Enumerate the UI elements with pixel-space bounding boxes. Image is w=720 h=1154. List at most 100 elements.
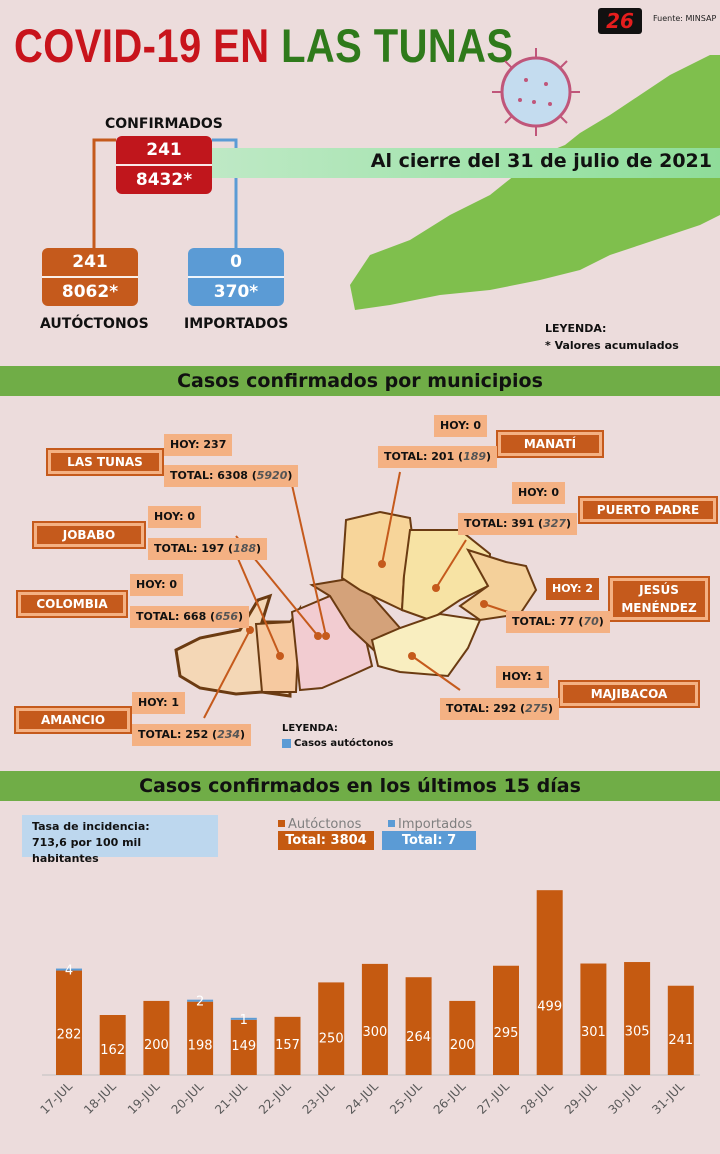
autoctonos-box: 241 8062* <box>42 248 138 306</box>
label-autoctonos-28-JUL: 499 <box>537 999 562 1014</box>
virus-icon <box>492 48 580 136</box>
tick-label-24-JUL: 24-JUL <box>343 1079 381 1117</box>
last15-section-title: Casos confirmados en los últimos 15 días <box>0 771 720 801</box>
label-autoctonos-21-JUL: 149 <box>231 1039 256 1054</box>
label-autoctonos-31-JUL: 241 <box>668 1033 693 1048</box>
importados-box: 0 370* <box>188 248 284 306</box>
municipio-hoy-jobabo: HOY: 0 <box>148 506 202 528</box>
municipio-hoy-las-tunas: HOY: 237 <box>164 434 233 456</box>
tick-label-18-JUL: 18-JUL <box>81 1079 119 1117</box>
label-autoctonos-30-JUL: 305 <box>625 1024 650 1039</box>
municipio-total-puerto-padre: TOTAL: 391 (327) <box>458 513 578 535</box>
tick-label-27-JUL: 27-JUL <box>474 1079 512 1117</box>
bar-autoctonos-22-JUL <box>274 1016 301 1075</box>
date-banner <box>204 148 720 178</box>
municipio-name-las-tunas: LAS TUNAS <box>48 450 162 474</box>
label-autoctonos-18-JUL: 162 <box>100 1043 125 1058</box>
municipio-name-jobabo: JOBABO <box>34 523 144 547</box>
total-autoctonos: Total: 3804 <box>278 831 374 850</box>
municipio-name-manati: MANATÍ <box>498 432 602 456</box>
tick-label-21-JUL: 21-JUL <box>212 1079 250 1117</box>
municipio-total-colombia: TOTAL: 668 (656) <box>130 606 250 628</box>
total-importados: Total: 7 <box>382 831 476 850</box>
confirmados-box: 241 8432* <box>116 136 212 194</box>
bar-autoctonos-28-JUL <box>536 890 563 1075</box>
municipio-total-amancio: TOTAL: 252 (234) <box>132 724 252 746</box>
bar-autoctonos-20-JUL <box>187 1001 214 1075</box>
importados-label: IMPORTADOS <box>184 316 289 332</box>
label-autoctonos-25-JUL: 264 <box>406 1030 431 1045</box>
bar-autoctonos-18-JUL <box>99 1015 126 1075</box>
municipio-hoy-manati: HOY: 0 <box>434 415 488 437</box>
legend-autoctonos: Autóctonos <box>278 813 361 832</box>
label-autoctonos-27-JUL: 295 <box>494 1026 519 1041</box>
page-title: COVID-19 EN LAS TUNAS <box>14 19 514 72</box>
autoctonos-total: 8062* <box>42 276 138 306</box>
label-autoctonos-20-JUL: 198 <box>188 1038 213 1053</box>
tick-label-26-JUL: 26-JUL <box>431 1079 469 1117</box>
label-autoctonos-24-JUL: 300 <box>362 1025 387 1040</box>
province-map <box>174 471 538 719</box>
tick-label-30-JUL: 30-JUL <box>606 1079 644 1117</box>
confirmados-label: CONFIRMADOS <box>105 116 223 132</box>
municipio-name-majibacoa: MAJIBACOA <box>560 682 698 706</box>
municipio-total-jesus-menendez: TOTAL: 77 (70) <box>506 611 610 633</box>
municipio-name-jesus-menendez: JESÚS MENÉNDEZ <box>610 578 708 620</box>
bar-autoctonos-30-JUL <box>624 962 651 1075</box>
map-legend: LEYENDA: Casos autóctonos <box>282 723 394 749</box>
legend-swatch-blue <box>282 738 291 748</box>
bar-chart: 4 282 17-JUL 162 18-JUL 200 19-JUL 2 198 20-JUL 1 1… <box>37 890 700 1117</box>
bar-importados-17-JUL <box>56 968 82 971</box>
legend-swatch-importados <box>388 820 395 827</box>
municipio-hoy-colombia: HOY: 0 <box>130 574 184 596</box>
legend-importados: Importados <box>388 813 472 832</box>
municipio-hoy-jesus-menendez: HOY: 2 <box>546 578 600 600</box>
label-autoctonos-23-JUL: 250 <box>319 1032 344 1047</box>
label-importados-17-JUL: 4 <box>65 964 73 979</box>
bar-autoctonos-27-JUL <box>493 965 519 1075</box>
label-autoctonos-22-JUL: 157 <box>275 1038 300 1053</box>
tick-label-22-JUL: 22-JUL <box>256 1079 294 1117</box>
label-autoctonos-19-JUL: 200 <box>144 1038 169 1053</box>
bar-autoctonos-24-JUL <box>361 963 388 1075</box>
summary-legend: LEYENDA: * Valores acumulados <box>545 322 679 352</box>
tick-label-23-JUL: 23-JUL <box>300 1079 338 1117</box>
label-autoctonos-29-JUL: 301 <box>581 1025 606 1040</box>
legend-swatch-autoctonos <box>278 820 285 827</box>
municipio-total-jobabo: TOTAL: 197 (188) <box>148 538 268 560</box>
municipios-section-title: Casos confirmados por municipios <box>0 366 720 396</box>
municipio-hoy-amancio: HOY: 1 <box>132 692 186 714</box>
autoctonos-today: 241 <box>72 252 108 272</box>
bar-autoctonos-17-JUL <box>56 970 82 1075</box>
municipio-hoy-majibacoa: HOY: 1 <box>496 666 550 688</box>
bar-autoctonos-25-JUL <box>405 977 432 1075</box>
municipio-hoy-puerto-padre: HOY: 0 <box>512 482 566 504</box>
logo-26: 26 <box>598 8 642 34</box>
confirmados-total: 8432* <box>116 164 212 194</box>
municipio-total-majibacoa: TOTAL: 292 (275) <box>440 698 560 720</box>
source-text: Fuente: MINSAP <box>653 14 717 23</box>
tick-label-20-JUL: 20-JUL <box>169 1079 207 1117</box>
importados-total: 370* <box>188 276 284 306</box>
bar-autoctonos-19-JUL <box>143 1000 170 1075</box>
label-importados-21-JUL: 1 <box>240 1013 248 1028</box>
bar-autoctonos-31-JUL <box>667 985 694 1075</box>
bar-autoctonos-26-JUL <box>449 1000 476 1075</box>
municipio-name-amancio: AMANCIO <box>16 708 130 732</box>
tick-label-19-JUL: 19-JUL <box>125 1079 163 1117</box>
date-text: Al cierre del 31 de julio de 2021 <box>370 150 712 172</box>
bar-importados-21-JUL <box>230 1017 257 1020</box>
municipio-name-puerto-padre: PUERTO PADRE <box>580 498 716 522</box>
tick-label-28-JUL: 28-JUL <box>518 1079 556 1117</box>
tick-label-25-JUL: 25-JUL <box>387 1079 425 1117</box>
summary-connectors <box>92 138 238 248</box>
label-autoctonos-26-JUL: 200 <box>450 1038 475 1053</box>
bar-autoctonos-23-JUL <box>318 982 345 1075</box>
incidence-rate-box: Tasa de incidencia: 713,6 por 100 mil ha… <box>22 815 218 865</box>
bar-importados-20-JUL <box>187 999 214 1002</box>
tick-label-17-JUL: 17-JUL <box>37 1079 75 1117</box>
importados-today: 0 <box>230 252 242 272</box>
municipio-name-colombia: COLOMBIA <box>18 592 126 616</box>
tick-label-31-JUL: 31-JUL <box>649 1079 687 1117</box>
bar-autoctonos-29-JUL <box>580 963 607 1075</box>
